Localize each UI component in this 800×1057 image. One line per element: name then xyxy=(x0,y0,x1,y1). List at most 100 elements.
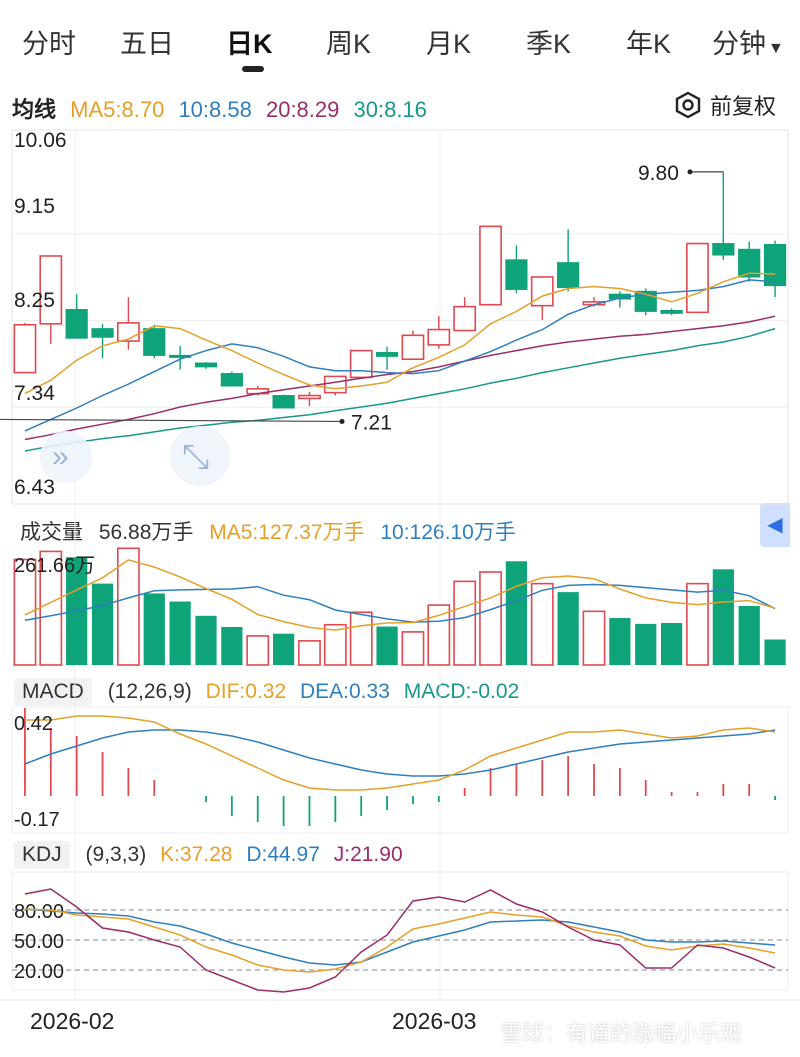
volume-legend-title: 成交量 xyxy=(20,521,83,544)
macd-tick-label: 0.42 xyxy=(14,713,53,735)
kdj-tick-label: 50.00 xyxy=(14,931,64,953)
macd-tick-label: -0.17 xyxy=(14,809,60,831)
volume-bar-down xyxy=(272,633,295,665)
kdj-legend: KDJ (9,3,3) K:37.28 D:44.97 J:21.90 xyxy=(14,841,403,869)
volume-bar-down xyxy=(195,615,217,665)
tab-label: 分时 xyxy=(22,29,76,59)
tab-5[interactable]: 季K xyxy=(526,22,571,61)
tab-0[interactable]: 分时 xyxy=(22,22,76,61)
volume-ma10-line xyxy=(24,583,776,623)
candle-body-down xyxy=(194,362,218,368)
ma-legend: 均线 MA5:8.70 10:8.58 20:8.29 30:8.16 xyxy=(12,92,435,124)
volume-bar-up xyxy=(323,623,347,666)
kdj-k-value: K:37.28 xyxy=(160,843,233,866)
candle-body-down xyxy=(763,244,787,287)
volume-ma5-value: MA5:127.37万手 xyxy=(209,521,365,544)
hexagon-settings-icon xyxy=(675,91,701,119)
macd-dif-line xyxy=(24,715,776,791)
candle-body-up xyxy=(349,349,373,379)
low-marker-line xyxy=(0,418,341,423)
candle-body-down xyxy=(375,352,399,357)
price-tick-label: 7.34 xyxy=(14,382,55,405)
volume-bar-up xyxy=(298,640,321,666)
candle-body-down xyxy=(557,262,580,289)
volume-ma10-value: 10:126.10万手 xyxy=(380,521,516,544)
volume-bar-down xyxy=(609,618,631,665)
tab-6[interactable]: 年K xyxy=(626,22,671,61)
triangle-left-icon: ◀ xyxy=(767,514,783,536)
volume-bar-down xyxy=(505,561,528,665)
volume-bar-up xyxy=(530,582,554,666)
kdj-tick-label: 80.00 xyxy=(14,901,64,923)
kdj-title[interactable]: KDJ xyxy=(14,841,70,869)
volume-bar-down xyxy=(635,623,657,665)
kdj-j-value: J:21.90 xyxy=(333,843,403,866)
tab-label: 周K xyxy=(326,29,372,59)
tab-3[interactable]: 周K xyxy=(326,22,371,61)
volume-bar-up xyxy=(453,580,477,666)
collapse-panel-button[interactable]: ◀ xyxy=(760,503,790,547)
volume-bar-up xyxy=(427,604,451,666)
volume-bar-down xyxy=(376,626,398,665)
candle-body-down xyxy=(272,395,295,409)
double-chevron-icon: » xyxy=(52,440,69,473)
scroll-back-button xyxy=(40,431,92,483)
ma20-value: 20:8.29 xyxy=(265,97,340,122)
volume-max-label: 261.66万 xyxy=(14,555,95,577)
volume-bar-down xyxy=(660,622,683,665)
kdj-params: (9,3,3) xyxy=(85,843,147,866)
tab-label: 日K xyxy=(226,29,273,59)
high-marker-dot xyxy=(687,169,693,175)
volume-bar-down xyxy=(221,626,243,665)
volume-bar-down xyxy=(143,593,165,665)
active-tab-indicator xyxy=(242,66,264,72)
candle-body-down xyxy=(660,309,683,314)
candle-body-up xyxy=(298,394,321,400)
candle-body-up xyxy=(427,328,451,346)
tab-label: 季K xyxy=(526,29,572,59)
ma5-line xyxy=(24,272,776,395)
volume-bar-down xyxy=(169,601,191,665)
tab-label: 年K xyxy=(626,29,672,59)
kdj-tick-label: 20.00 xyxy=(14,961,64,983)
price-tick-label: 8.25 xyxy=(14,289,55,312)
macd-title[interactable]: MACD xyxy=(14,678,92,706)
watermark: 雪球：有道的涨幅小乐观 xyxy=(500,1021,743,1046)
macd-params: (12,26,9) xyxy=(107,680,192,703)
macd-hist-value: MACD:-0.02 xyxy=(403,680,520,703)
candle-body-up xyxy=(453,305,477,332)
tab-2[interactable]: 日K xyxy=(226,22,273,61)
adjust-button[interactable]: 前复权 xyxy=(674,89,776,121)
volume-legend: 成交量 56.88万手 MA5:127.37万手 10:126.10万手 xyxy=(20,516,526,546)
ma30-line xyxy=(24,327,776,452)
tab-4[interactable]: 月K xyxy=(426,22,471,61)
tab-label: 月K xyxy=(426,29,472,59)
ma-legend-title: 均线 xyxy=(12,97,57,122)
kdj-d-value: D:44.97 xyxy=(246,843,320,866)
price-tick-label: 9.15 xyxy=(14,195,55,218)
macd-dea-value: DEA:0.33 xyxy=(299,680,390,703)
caret-down-icon: ▼ xyxy=(768,40,784,57)
tab-7[interactable]: 分钟 ▼ xyxy=(712,22,784,61)
candle-body-up xyxy=(401,334,425,361)
kdj-j-line xyxy=(24,888,776,993)
volume-bar-down xyxy=(91,583,114,665)
candle-body-up xyxy=(479,225,502,306)
macd-panel-frame xyxy=(11,706,789,834)
kdj-panel-frame xyxy=(11,871,789,991)
kdj-d-line xyxy=(24,908,776,966)
adjust-label: 前复权 xyxy=(709,94,776,119)
volume-bar-up xyxy=(582,610,606,666)
candle-body-down xyxy=(220,373,243,387)
ma30-value: 30:8.16 xyxy=(353,97,427,122)
price-tick-label: 10.06 xyxy=(14,129,67,152)
tab-label: 五日 xyxy=(120,29,174,59)
ma5-value: MA5:8.70 xyxy=(70,97,165,122)
kdj-k-line xyxy=(24,908,776,973)
candle-body-down xyxy=(91,328,114,338)
volume-bar-up xyxy=(479,571,502,666)
volume-bar-up xyxy=(116,547,140,666)
tab-1[interactable]: 五日 xyxy=(120,22,174,61)
candle-body-down xyxy=(65,309,88,339)
